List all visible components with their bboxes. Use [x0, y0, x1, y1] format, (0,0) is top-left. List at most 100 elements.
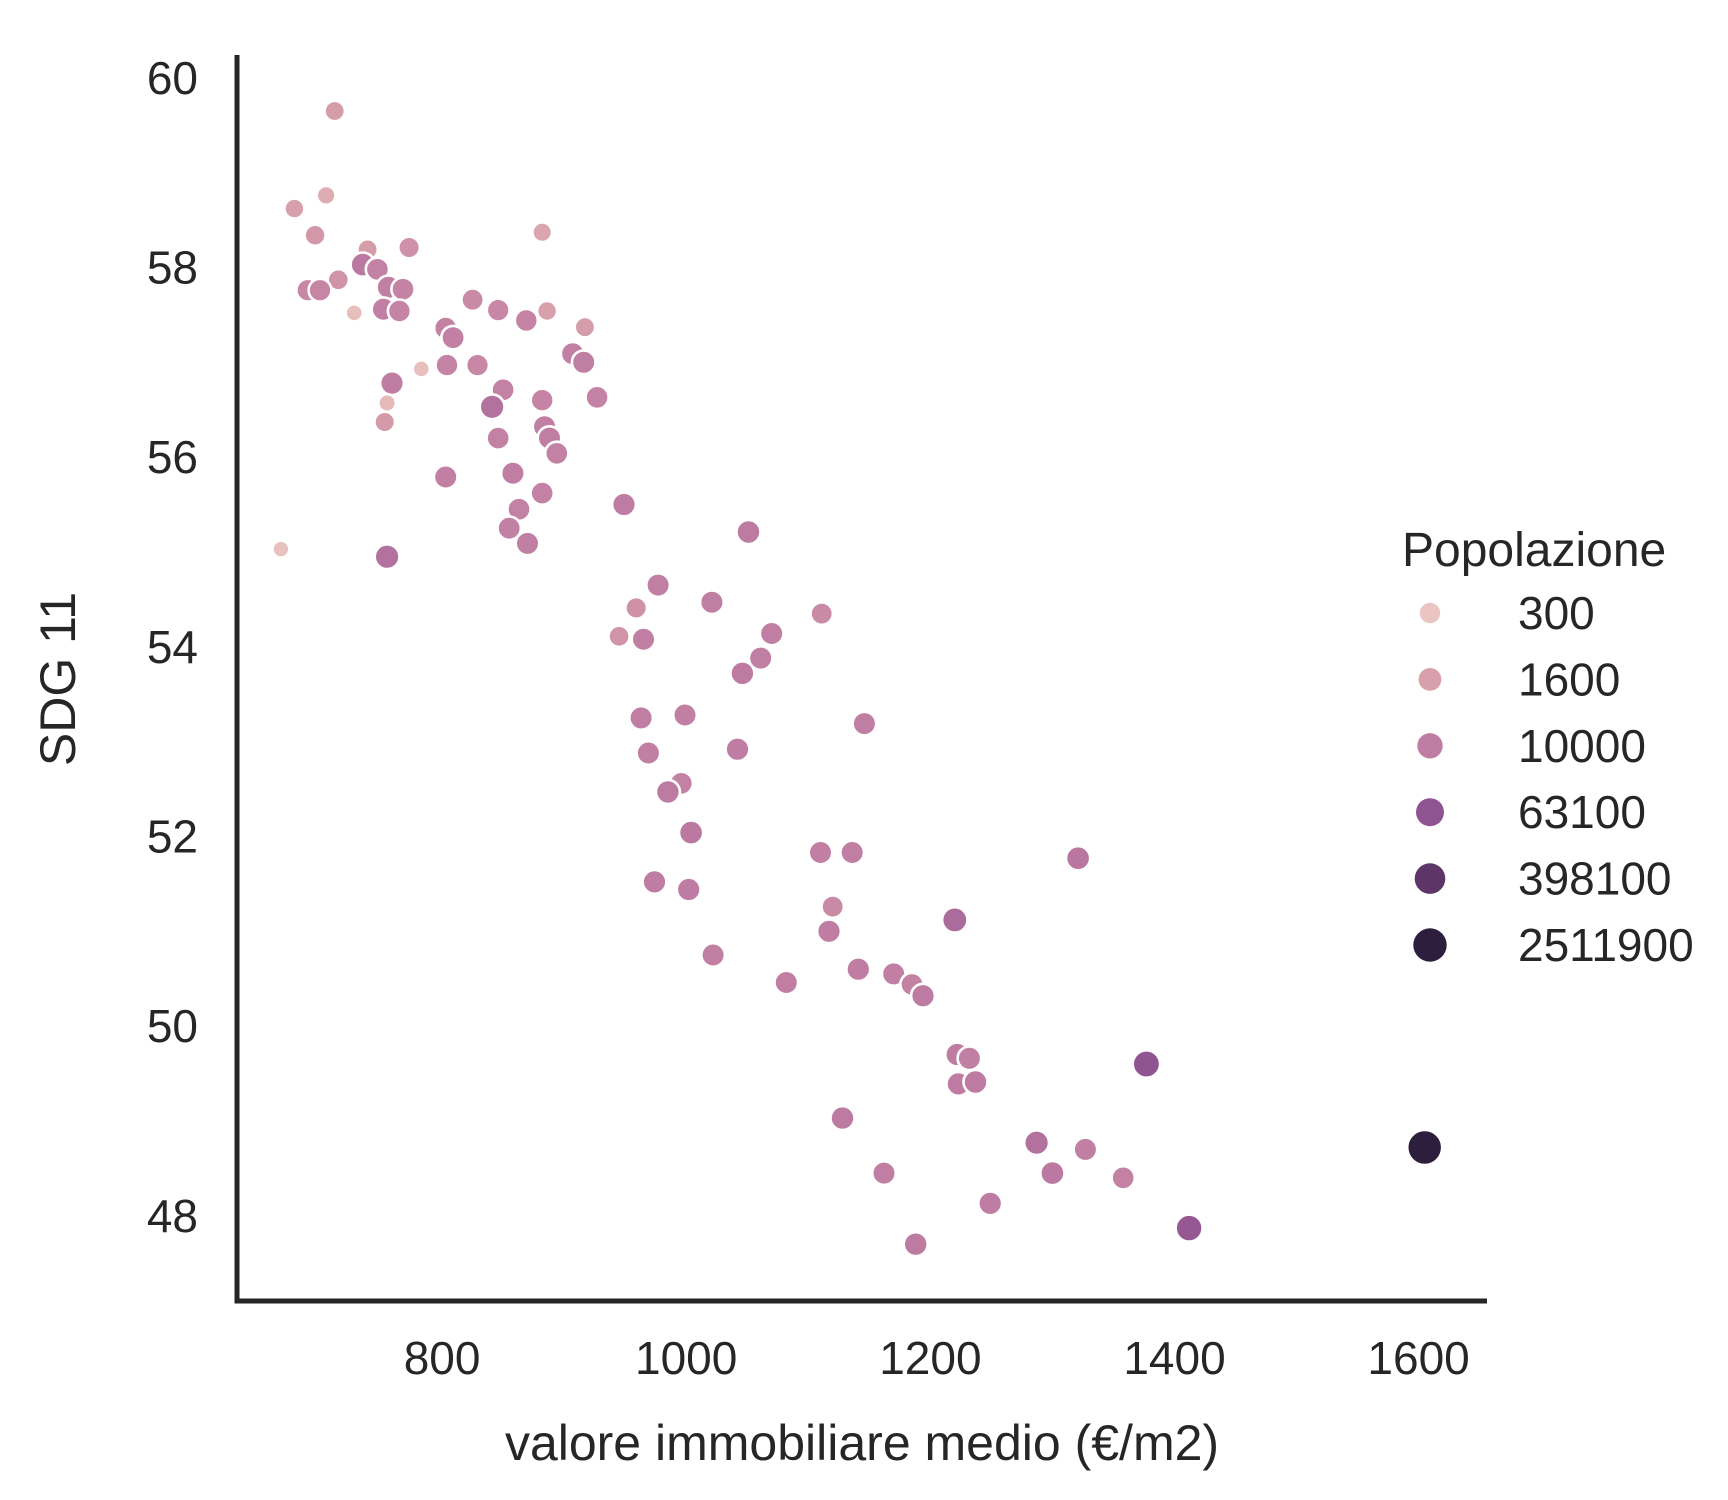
- scatter-point: [390, 276, 416, 303]
- scatter-point: [496, 515, 523, 542]
- y-tick-label: 58: [147, 241, 198, 293]
- scatter-point: [829, 1104, 856, 1132]
- legend-title: Popolazione: [1402, 524, 1666, 577]
- scatter-point: [326, 267, 351, 292]
- legend-label: 1600: [1518, 653, 1620, 705]
- scatter-point: [529, 480, 556, 507]
- scatter-point: [644, 571, 672, 599]
- legend-label: 10000: [1518, 720, 1646, 772]
- scatter-point: [373, 410, 397, 434]
- scatter-point: [386, 298, 413, 324]
- points-layer: [271, 99, 1444, 1258]
- scatter-point: [570, 349, 597, 376]
- scatter-point: [654, 778, 682, 806]
- scatter-point: [724, 735, 751, 763]
- legend-swatch: [1418, 668, 1442, 691]
- scatter-point: [635, 739, 662, 767]
- scatter-point: [478, 393, 506, 421]
- scatter-point: [627, 704, 655, 732]
- y-tick-labels: 48 50 52 54 56 58 60: [147, 52, 198, 1242]
- scatter-point: [543, 440, 570, 467]
- scatter-point: [513, 307, 540, 334]
- scatter-point: [607, 624, 632, 649]
- scatter-point: [845, 955, 872, 983]
- scatter-point: [440, 324, 467, 351]
- scatter-point: [1072, 1136, 1099, 1163]
- scatter-point: [839, 839, 866, 866]
- scatter-point: [1064, 844, 1092, 872]
- scatter-point: [870, 1159, 898, 1187]
- scatter-point: [820, 894, 846, 920]
- scatter-point: [962, 1068, 989, 1096]
- scatter-point: [671, 701, 699, 729]
- legend-swatch: [1414, 863, 1446, 894]
- x-tick-label: 1600: [1367, 1332, 1469, 1384]
- scatter-point: [411, 358, 432, 379]
- scatter-point: [377, 392, 398, 414]
- scatter-point: [499, 460, 527, 487]
- scatter-point: [976, 1190, 1004, 1217]
- scatter-point: [397, 235, 422, 260]
- legend-label: 398100: [1518, 853, 1672, 905]
- scatter-point: [956, 1045, 983, 1072]
- legend-swatch: [1419, 602, 1441, 624]
- scatter-point: [747, 644, 774, 672]
- scatter-point: [809, 601, 835, 627]
- scatter-point: [1022, 1128, 1051, 1157]
- y-tick-label: 56: [147, 431, 198, 483]
- scatter-point: [485, 425, 512, 452]
- scatter-point: [315, 184, 337, 207]
- y-tick-label: 52: [147, 810, 198, 862]
- scatter-point: [1131, 1049, 1162, 1080]
- scatter-point: [729, 659, 756, 687]
- x-tick-label: 800: [404, 1332, 481, 1384]
- scatter-point: [940, 905, 969, 934]
- legend: Popolazione 300 1600 10000 63100 398100 25119…: [1402, 524, 1694, 971]
- scatter-point: [531, 221, 554, 244]
- scatter-point: [485, 297, 511, 323]
- scatter-point: [773, 969, 800, 996]
- scatter-point: [851, 710, 878, 737]
- scatter-point: [344, 302, 365, 323]
- y-tick-label: 50: [147, 1000, 198, 1052]
- scatter-point: [735, 518, 762, 546]
- scatter-point: [677, 819, 705, 847]
- scatter-point: [902, 1230, 930, 1258]
- scatter-point: [514, 530, 541, 557]
- scatter-point: [460, 287, 486, 313]
- scatter-point: [303, 223, 327, 247]
- legend-swatch: [1416, 798, 1444, 827]
- scatter-point: [624, 595, 649, 621]
- x-tick-label: 1400: [1123, 1332, 1225, 1384]
- scatter-point: [323, 99, 347, 123]
- scatter-point: [1174, 1213, 1204, 1243]
- x-axis-label: valore immobiliare medio (€/m2): [505, 1415, 1219, 1471]
- y-tick-label: 60: [147, 52, 198, 104]
- legend-swatch: [1417, 733, 1443, 759]
- legend-entries: 300 1600 10000 63100 398100 2511900: [1413, 587, 1694, 971]
- legend-label: 2511900: [1518, 919, 1694, 971]
- scatter-point: [699, 941, 727, 969]
- scatter-point: [807, 839, 834, 866]
- scatter-point: [610, 491, 638, 518]
- scatter-point: [307, 277, 333, 303]
- scatter-point: [535, 299, 559, 323]
- scatter-point: [464, 352, 491, 378]
- scatter-point: [641, 868, 668, 896]
- scatter-point: [675, 876, 702, 903]
- scatter-point: [630, 626, 657, 653]
- scatter-point: [815, 918, 843, 945]
- scatter-point: [373, 542, 401, 571]
- x-tick-label: 1000: [635, 1332, 737, 1384]
- x-tick-label: 1200: [879, 1332, 981, 1384]
- scatter-point: [271, 539, 291, 559]
- legend-swatch: [1413, 928, 1447, 962]
- y-tick-label: 48: [147, 1190, 198, 1242]
- scatter-point: [434, 352, 460, 378]
- scatter-point: [1039, 1159, 1066, 1187]
- scatter-point: [432, 463, 459, 491]
- y-tick-label: 54: [147, 621, 198, 673]
- legend-label: 300: [1518, 587, 1595, 639]
- scatter-point: [1405, 1128, 1444, 1167]
